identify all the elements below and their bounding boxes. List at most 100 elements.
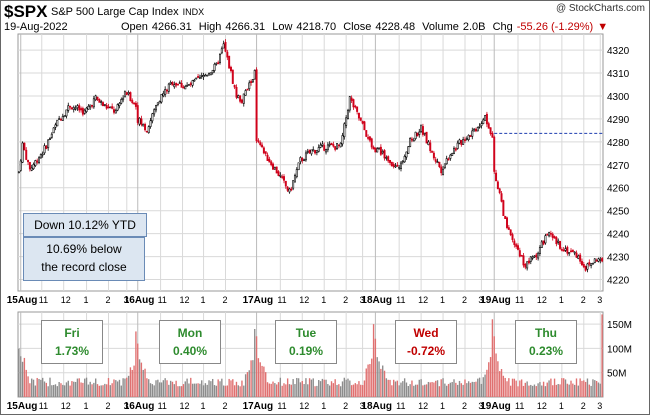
volume-bar [522,385,525,397]
x-tick-label: 3 [597,295,602,305]
candle-body [321,143,324,146]
volume-bar [555,384,558,397]
volume-bar [407,386,409,397]
candle-body [425,131,428,144]
volume-bar [252,360,254,397]
volume-bar [305,378,307,397]
candle-body [370,138,373,148]
candle-body [144,123,147,131]
candle-body [458,139,461,144]
candle-body [213,63,216,71]
volume-bar [281,385,283,397]
candle-body [506,217,509,228]
candle-body [462,139,465,145]
volume-bar [378,361,380,397]
volume-bar [509,385,512,397]
candle-body [134,102,137,107]
candle-body [334,146,337,150]
volume-bar [321,378,324,397]
candle-body [588,262,591,265]
candle-body [178,82,181,84]
volume-bar [590,385,592,397]
x-tick-label: 1 [440,401,445,411]
candle-body [538,247,541,254]
candle-body [553,236,556,239]
volume-bar [592,379,594,397]
candle-body [438,161,441,168]
candle-body [533,255,536,258]
volume-bar [98,385,101,397]
volume-bar [350,385,353,397]
x-tick-label: 11 [396,401,405,411]
volume-bar [40,379,42,397]
candle-body [279,175,282,177]
volume-bar [343,377,346,397]
x-tick-label: 17Aug [243,401,274,412]
price-tick-label: 4270 [607,161,630,172]
volume-bar [221,378,223,397]
candle-body [482,119,485,124]
candle-body [453,147,455,154]
volume-bar [122,378,124,397]
volume-bar [392,379,395,397]
candle-body [491,132,494,138]
volume-bar [467,381,470,397]
candle-body [575,252,578,258]
volume-bar [380,368,382,397]
volume-bar [425,384,428,397]
volume-bar [299,382,302,397]
volume-bar [135,331,137,397]
volume-bar [268,383,271,397]
volume-bar [418,379,420,397]
candle-body [392,164,395,167]
x-tick-label: 12 [537,401,547,411]
volume-bar [402,381,404,397]
volume-bar [455,382,457,397]
candle-body [151,113,154,122]
close-label: Close [343,21,372,33]
candle-body [85,107,88,112]
candle-body [244,90,247,96]
volume-bar [195,383,197,397]
volume-bar [138,359,141,397]
volume-bar [361,385,364,397]
volume-bar [85,377,88,397]
candle-body [361,120,364,124]
volume-bar [347,378,349,397]
candle-body [319,144,322,148]
candle-body [440,166,443,174]
candle-body [531,256,534,259]
down-arrow-icon: ▼ [597,21,609,33]
candle-body [363,121,366,131]
volume-bar [166,380,168,397]
candle-body [147,126,150,134]
volume-bar [495,353,497,397]
candle-body [23,142,26,151]
candle-body [189,83,192,85]
volume-bar [447,383,450,397]
volume-bar [466,383,468,397]
candle-body [549,232,552,235]
volume-bar [526,381,528,397]
candle-body [409,138,412,147]
candle-body [133,102,136,105]
x-tick-label: 18Aug [361,295,392,306]
volume-bar [584,381,587,397]
candle-body [495,172,498,182]
volume-bar [186,378,188,397]
volume-bar [180,386,183,397]
candle-body [200,75,203,77]
volume-bar [201,380,203,397]
volume-bar [38,378,40,397]
volume-bar [371,358,373,397]
x-tick-label: 11 [396,295,405,305]
candle-body [251,79,254,83]
candle-body [50,133,53,138]
x-tick-label: 1 [559,401,564,411]
candle-body [544,235,547,244]
low-label: Low [272,21,293,33]
volume-bar [374,338,377,397]
x-tick-label: 3 [360,295,365,305]
volume-bar [449,382,452,397]
volume-bar [563,378,565,397]
